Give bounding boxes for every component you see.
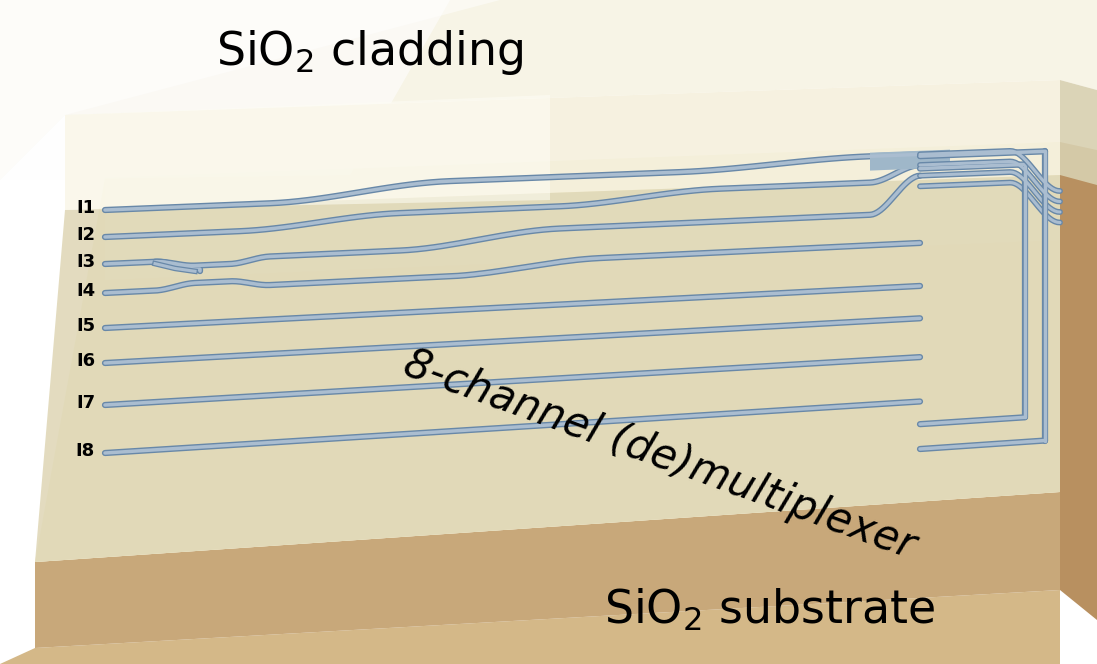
Polygon shape <box>35 492 1060 648</box>
Text: I3: I3 <box>76 253 95 271</box>
Polygon shape <box>65 95 550 210</box>
Text: I8: I8 <box>76 442 95 460</box>
Polygon shape <box>1060 80 1097 185</box>
Text: SiO$_2$ substrate: SiO$_2$ substrate <box>604 587 936 633</box>
Polygon shape <box>1060 142 1097 620</box>
Polygon shape <box>0 0 1097 180</box>
Polygon shape <box>35 142 1060 562</box>
Polygon shape <box>65 80 1060 210</box>
Polygon shape <box>0 0 500 180</box>
Text: I5: I5 <box>76 317 95 335</box>
Text: I4: I4 <box>76 282 95 300</box>
Text: I6: I6 <box>76 352 95 370</box>
Polygon shape <box>0 590 1060 664</box>
Polygon shape <box>35 175 1060 562</box>
Text: I7: I7 <box>76 394 95 412</box>
Polygon shape <box>0 0 450 180</box>
Polygon shape <box>870 149 950 171</box>
Polygon shape <box>870 149 950 171</box>
Text: 8-channel (de)multiplexer: 8-channel (de)multiplexer <box>398 343 921 567</box>
Text: SiO$_2$ cladding: SiO$_2$ cladding <box>216 27 524 76</box>
Text: I2: I2 <box>76 226 95 244</box>
Text: I1: I1 <box>76 199 95 217</box>
Polygon shape <box>105 142 1060 280</box>
